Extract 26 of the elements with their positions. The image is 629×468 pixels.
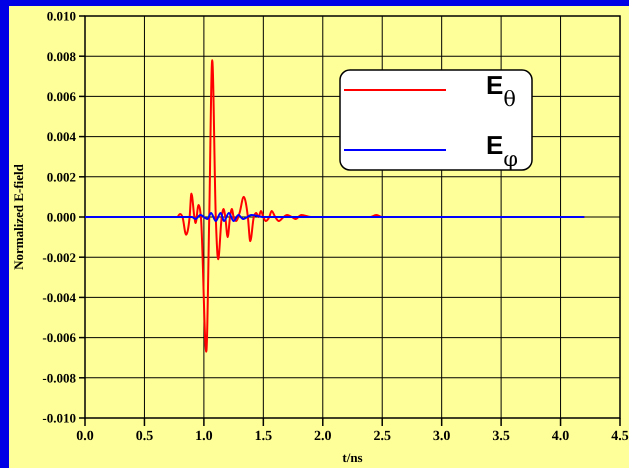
x-tick-label: 1.5: [254, 429, 272, 444]
x-tick-label: 2.0: [314, 429, 332, 444]
y-tick-label: -0.004: [42, 290, 76, 305]
y-tick-label: -0.006: [42, 330, 76, 346]
x-tick-label: 0.0: [76, 429, 94, 444]
line-series: [84, 212, 586, 222]
legend-label: E$_{φ}$: [486, 130, 518, 171]
legend-label: E$_{θ}$: [486, 70, 516, 111]
y-tick-label: -0.002: [42, 250, 76, 265]
x-tick-label: 4.0: [552, 429, 570, 444]
y-tick-label: -0.010: [42, 410, 76, 426]
x-tick-label: 3.5: [492, 429, 510, 444]
x-tick-label: 2.5: [373, 429, 391, 444]
y-axis-title: Normalized E-field: [11, 163, 26, 270]
y-tick-label: 0.006: [46, 88, 76, 104]
y-tick-label: 0.004: [46, 129, 76, 144]
x-tick-label: 4.5: [611, 429, 629, 444]
x-tick-label: 0.5: [136, 429, 154, 444]
y-tick-label: 0.002: [46, 169, 76, 184]
y-tick-label: 0.008: [46, 48, 76, 64]
x-tick-label: 3.0: [432, 429, 450, 444]
x-tick-label: 1.0: [195, 429, 213, 444]
y-tick-label: 0.010: [46, 8, 76, 24]
y-tick-label: -0.008: [42, 370, 76, 386]
y-tick-label: 0.000: [46, 210, 76, 225]
x-axis-title: t/ns: [342, 450, 363, 465]
